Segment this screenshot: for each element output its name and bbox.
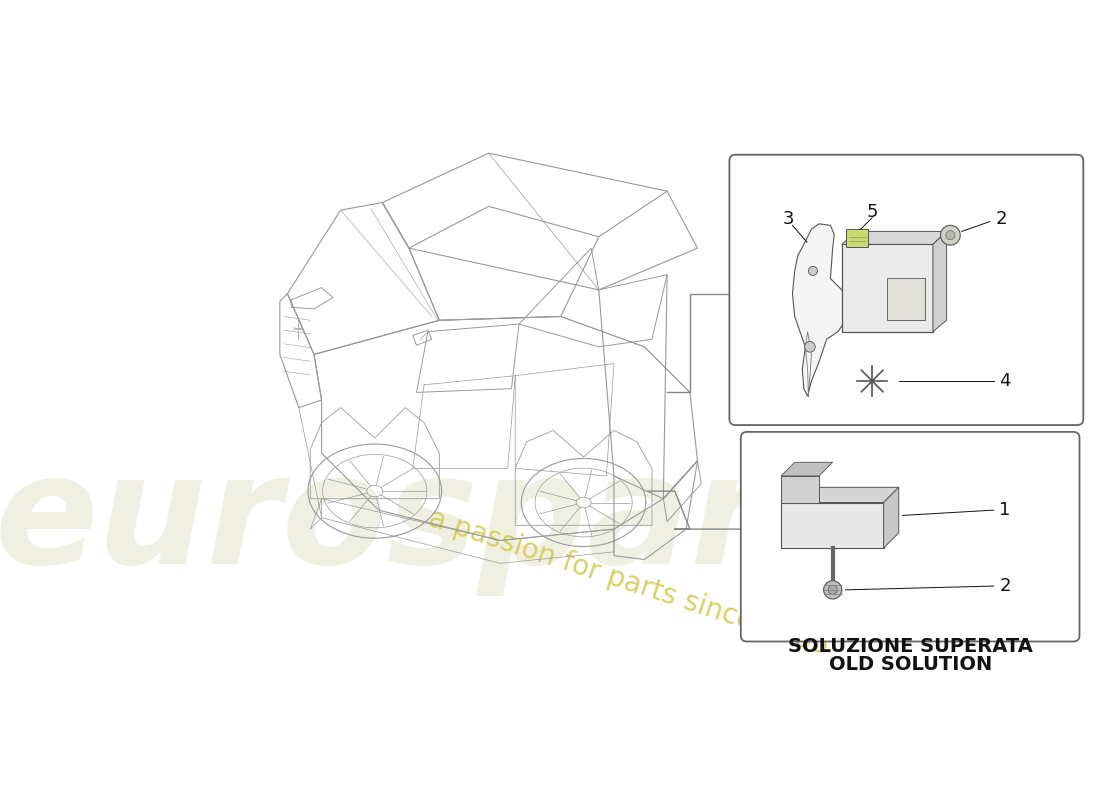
Circle shape [824, 581, 842, 599]
Polygon shape [792, 224, 848, 396]
Text: a passion for parts since 1985: a passion for parts since 1985 [426, 504, 833, 661]
Polygon shape [842, 244, 933, 332]
Polygon shape [888, 278, 925, 320]
Text: SOLUZIONE SUPERATA: SOLUZIONE SUPERATA [788, 638, 1033, 656]
Circle shape [946, 230, 955, 240]
Polygon shape [781, 462, 833, 476]
Circle shape [828, 586, 837, 594]
Text: 4: 4 [999, 372, 1011, 390]
Polygon shape [781, 502, 883, 548]
Polygon shape [846, 229, 868, 246]
FancyBboxPatch shape [740, 432, 1079, 642]
Circle shape [804, 342, 815, 352]
Circle shape [940, 226, 960, 245]
Text: 2: 2 [999, 577, 1011, 595]
Text: eurospares: eurospares [0, 447, 960, 596]
Text: 5: 5 [867, 203, 878, 222]
FancyBboxPatch shape [729, 154, 1084, 425]
Polygon shape [883, 487, 899, 548]
Text: 2: 2 [996, 210, 1006, 228]
Polygon shape [781, 476, 820, 503]
Text: 3: 3 [783, 210, 794, 228]
Polygon shape [842, 231, 947, 244]
Polygon shape [781, 487, 899, 502]
Text: OLD SOLUTION: OLD SOLUTION [828, 654, 992, 674]
Polygon shape [933, 231, 947, 332]
Text: 1: 1 [1000, 501, 1011, 519]
Circle shape [808, 266, 817, 275]
